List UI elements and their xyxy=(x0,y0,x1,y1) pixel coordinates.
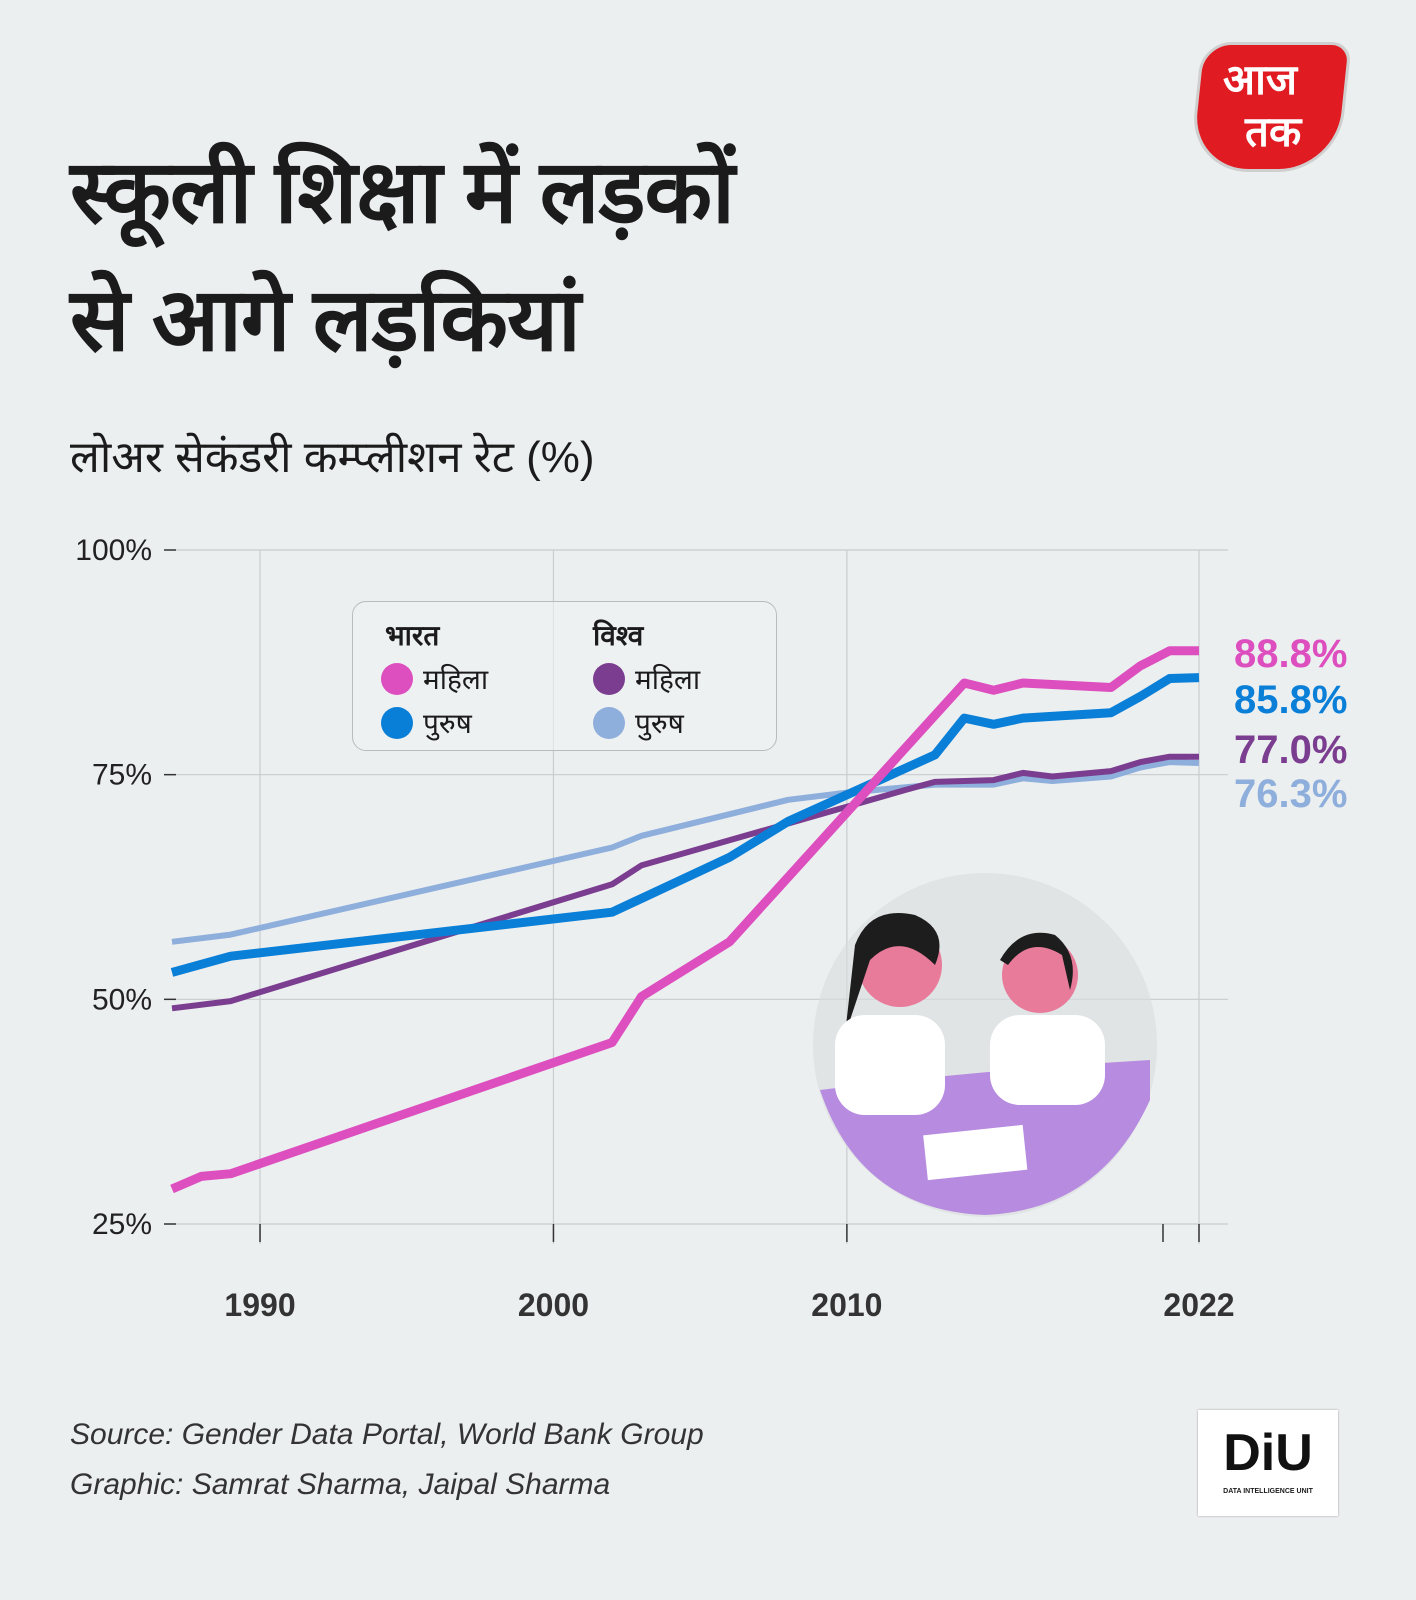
end-value-label: 76.3% xyxy=(1234,772,1348,816)
legend-swatch xyxy=(593,663,625,695)
source-text: Source: Gender Data Portal, World Bank G… xyxy=(70,1418,704,1451)
x-tick-label: 1990 xyxy=(224,1287,295,1323)
logo-text-bottom: तक xyxy=(1245,108,1302,155)
students-illustration xyxy=(813,873,1157,1217)
page-title: स्कूली शिक्षा में लड़कों से आगे लड़कियां xyxy=(70,128,735,384)
legend-label: महिला xyxy=(635,664,701,695)
logo-text-top: आज xyxy=(1223,56,1298,103)
grid: 100% 75% 50% 25% 1990 2000 2010 2022 xyxy=(75,534,1234,1323)
title-line-2: से आगे लड़कियां xyxy=(70,270,581,369)
legend-world-male: पुरुष xyxy=(593,704,684,742)
y-tick-label: 100% xyxy=(75,534,152,567)
x-tick-label: 2022 xyxy=(1163,1287,1234,1323)
series-line-1 xyxy=(170,673,1200,977)
y-tick-label: 75% xyxy=(92,759,152,792)
end-value-label: 88.8% xyxy=(1234,632,1348,676)
legend-india-female: महिला xyxy=(381,660,488,698)
legend-group-world: विश्व xyxy=(593,620,644,651)
series-line-2 xyxy=(171,753,1199,1012)
graphic-credit: Graphic: Samrat Sharma, Jaipal Sharma xyxy=(70,1468,611,1501)
title-line-1: स्कूली शिक्षा में लड़कों xyxy=(70,142,735,241)
legend-group-india: भारत xyxy=(385,620,440,651)
end-value-label: 85.8% xyxy=(1234,678,1348,722)
legend-label: पुरुष xyxy=(635,708,684,739)
legend-swatch xyxy=(381,663,413,695)
y-tick-label: 25% xyxy=(92,1208,152,1241)
diu-logo: DiU DATA INTELLIGENCE UNIT xyxy=(1198,1410,1338,1516)
x-tick-label: 2000 xyxy=(518,1287,589,1323)
legend-swatch xyxy=(593,707,625,739)
legend-world-female: महिला xyxy=(593,660,700,698)
series-line-0 xyxy=(170,646,1199,1194)
chart-subtitle: लोअर सेकंडरी कम्प्लीशन रेट (%) xyxy=(70,433,595,482)
chart-legend: भारत विश्व महिला पुरुष महिला पुरुष xyxy=(352,601,777,751)
diu-logo-text: DiU xyxy=(1223,1424,1313,1482)
end-value-label: 77.0% xyxy=(1234,728,1348,772)
legend-label: महिला xyxy=(423,664,489,695)
x-tick-label: 2010 xyxy=(811,1287,882,1323)
legend-swatch xyxy=(381,707,413,739)
series-line-3 xyxy=(171,759,1200,945)
legend-label: पुरुष xyxy=(423,708,472,739)
legend-india-male: पुरुष xyxy=(381,704,472,742)
diu-logo-subtext: DATA INTELLIGENCE UNIT xyxy=(1223,1488,1313,1495)
aajtak-logo: आज तक xyxy=(1188,42,1352,172)
y-tick-label: 50% xyxy=(92,983,152,1016)
